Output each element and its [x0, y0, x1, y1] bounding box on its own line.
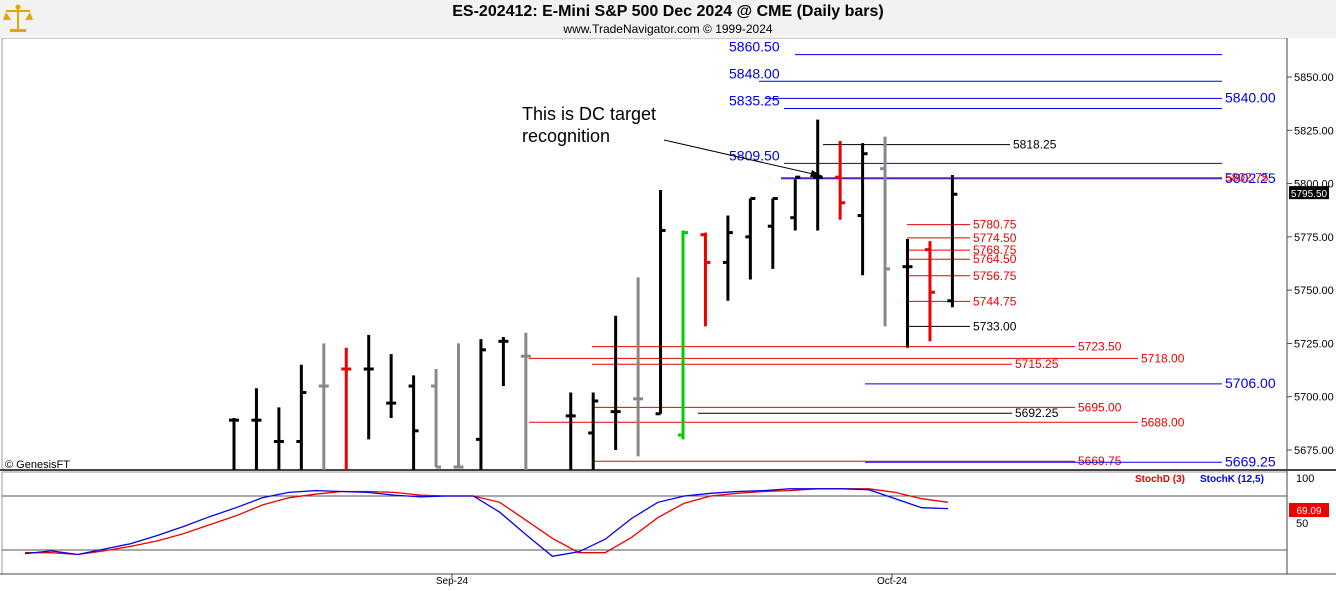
target-label-5669-25: 5669.25	[1225, 453, 1276, 469]
annotation-arrow	[663, 139, 823, 177]
ohlc-bar	[296, 364, 307, 470]
target-label-5809-50: 5809.50	[729, 147, 780, 163]
ohlc-bar	[745, 196, 756, 280]
ohlc-bar	[386, 354, 397, 419]
target-label-5848-00: 5848.00	[729, 65, 780, 81]
ohlc-bar	[880, 136, 891, 327]
ohlc-bar	[363, 334, 374, 440]
target-levels: 5860.50 5848.00 5840.00 5835.25 5818.25 5809.…	[529, 39, 1276, 469]
target-label-5688-00: 5688.00	[1141, 415, 1185, 429]
x-axis-label: Sep-24	[436, 576, 469, 587]
stoch-series-k	[24, 488, 949, 557]
target-label-5756-75: 5756.75	[973, 269, 1017, 283]
ohlc-bar	[318, 343, 329, 470]
ohlc-bar	[565, 392, 576, 470]
stochastic-plot-area	[1, 471, 1288, 575]
stoch-legend-d: StochD (3)	[1135, 474, 1185, 485]
ohlc-bar	[767, 196, 778, 269]
ohlc-bar	[610, 315, 621, 450]
annotation-line-1: This is DC target	[522, 104, 656, 124]
chart-subtitle: www.TradeNavigator.com © 1999-2024	[563, 22, 773, 36]
price-axis-label: 5850.00	[1294, 72, 1334, 84]
target-label-5764-50: 5764.50	[973, 252, 1017, 266]
price-axis-label: 5825.00	[1294, 125, 1334, 137]
target-label-5774-50: 5774.50	[973, 231, 1017, 245]
stochastic-panel: 100 50 StochD (3) StochK (12,5) 69.09	[2, 473, 1329, 557]
ohlc-bar	[588, 392, 599, 470]
target-label-5723-50: 5723.50	[1078, 340, 1122, 354]
target-label-5835-25: 5835.25	[729, 92, 780, 108]
target-label-5692-25: 5692.25	[1015, 406, 1059, 420]
stoch-last-badge	[1289, 503, 1329, 517]
target-label-5840-00: 5840.00	[1225, 89, 1276, 105]
target-label-5768-75: 5768.75	[973, 243, 1017, 257]
target-label-5802-25: 5802.25	[1225, 170, 1276, 186]
ohlc-bar	[498, 337, 509, 387]
target-label-5733-00: 5733.00	[973, 319, 1017, 333]
ohlc-bar	[341, 347, 352, 470]
stoch-legend-k: StochK (12,5)	[1200, 474, 1264, 485]
genesis-balance-scale-icon	[3, 4, 33, 32]
ohlc-bar	[475, 339, 486, 470]
last-price-label: 5795.50	[1291, 189, 1328, 200]
price-plot-area	[1, 38, 1288, 471]
ohlc-bar	[453, 343, 464, 469]
price-bars	[229, 119, 958, 470]
ohlc-bar	[947, 175, 958, 308]
ohlc-bar	[790, 175, 801, 231]
ohlc-bar	[902, 238, 913, 348]
price-axis-label: 5775.00	[1294, 232, 1334, 244]
stoch-axis-label: 50	[1296, 518, 1308, 530]
price-axis-label: 5700.00	[1294, 392, 1334, 404]
stoch-last-label: 69.09	[1296, 506, 1321, 517]
price-axis-label: 5750.00	[1294, 285, 1334, 297]
target-label-5718-00: 5718.00	[1141, 351, 1185, 365]
target-label-5695-00: 5695.00	[1078, 400, 1122, 414]
watermark: © GenesisFT	[5, 459, 70, 471]
ohlc-bar	[700, 232, 711, 327]
x-axis-label: Oct-24	[877, 576, 907, 587]
ohlc-bar	[229, 418, 239, 470]
chart-header: ES-202412: E-Mini S&P 500 Dec 2024 @ CME…	[0, 0, 1336, 38]
target-label-5706-00: 5706.00	[1225, 375, 1276, 391]
target-label-5780-75: 5780.75	[973, 218, 1017, 232]
last-price-badge	[1289, 186, 1329, 200]
ohlc-bar	[835, 140, 846, 220]
price-axis-label: 5725.00	[1294, 338, 1334, 350]
target-label-5802-75: 5802.75	[1225, 171, 1269, 185]
chart-title: ES-202412: E-Mini S&P 500 Dec 2024 @ CME…	[452, 3, 884, 20]
ohlc-bar	[678, 230, 688, 440]
ohlc-bar	[273, 407, 284, 470]
ohlc-bar	[431, 369, 442, 469]
ohlc-bar	[520, 332, 531, 470]
target-label-5744-75: 5744.75	[973, 294, 1017, 308]
target-label-5860-50: 5860.50	[729, 39, 780, 55]
target-label-5715-25: 5715.25	[1015, 357, 1059, 371]
stoch-axis-label: 100	[1296, 473, 1314, 485]
annotation-arrow-head	[810, 170, 822, 177]
ohlc-bar	[408, 375, 419, 470]
ohlc-bar	[924, 241, 935, 342]
chart-canvas: 5860.50 5848.00 5840.00 5835.25 5818.25 5809.…	[0, 38, 1336, 587]
target-label-5669-75: 5669.75	[1078, 454, 1122, 468]
annotation-line-2: recognition	[522, 126, 610, 146]
price-axis-label: 5675.00	[1294, 445, 1334, 457]
ohlc-bar	[251, 388, 262, 470]
target-label-5818-25: 5818.25	[1013, 138, 1057, 152]
stoch-series-d	[25, 488, 949, 556]
ohlc-bar	[633, 277, 644, 457]
ohlc-bar	[722, 215, 733, 301]
ohlc-bar	[655, 189, 666, 416]
ohlc-bar	[857, 143, 868, 276]
